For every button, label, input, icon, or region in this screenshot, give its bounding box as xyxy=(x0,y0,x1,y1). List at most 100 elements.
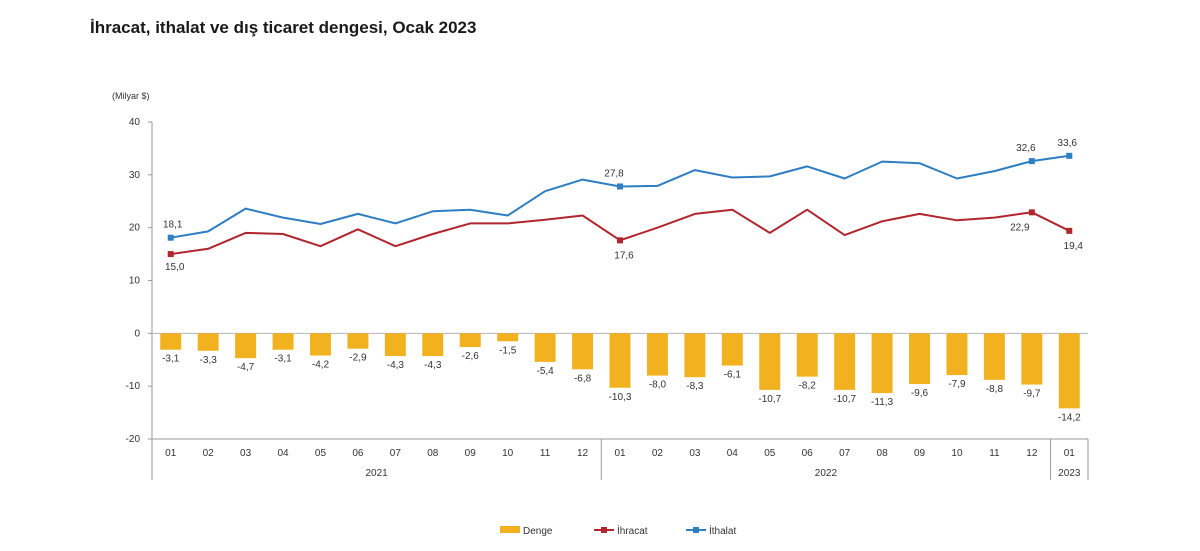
bar-denge xyxy=(646,333,668,376)
line-point-marker xyxy=(1028,209,1035,216)
x-tick-label-month: 03 xyxy=(240,448,252,459)
x-tick-label-month: 12 xyxy=(577,448,589,459)
line-point-marker xyxy=(167,234,174,241)
bar-data-label: -8,8 xyxy=(986,384,1004,395)
x-tick-label-month: 10 xyxy=(951,448,963,459)
line-data-label: 32,6 xyxy=(1016,143,1036,154)
bar-data-label: -10,3 xyxy=(609,392,632,403)
y-tick-label: 10 xyxy=(129,276,141,287)
bar-data-label: -1,5 xyxy=(499,345,517,356)
bar-data-label: -11,3 xyxy=(871,397,893,408)
x-tick-label-month: 11 xyxy=(989,448,1000,459)
bar-data-label: -4,7 xyxy=(237,362,255,373)
bar-data-label: -4,3 xyxy=(424,360,442,371)
y-tick-label: 20 xyxy=(129,223,141,234)
x-tick-label-month: 03 xyxy=(689,448,701,459)
x-tick-label-month: 12 xyxy=(1026,448,1038,459)
bar-data-label: -2,9 xyxy=(349,353,367,364)
x-tick-label-month: 04 xyxy=(727,448,739,459)
bar-data-label: -9,6 xyxy=(911,388,929,399)
x-tick-label-month: 08 xyxy=(877,448,889,459)
line-data-label: 19,4 xyxy=(1064,241,1084,252)
x-tick-label-month: 02 xyxy=(203,448,215,459)
x-tick-label-month: 10 xyxy=(502,448,514,459)
y-tick-label: -10 xyxy=(126,381,141,392)
x-tick-label-month: 01 xyxy=(614,448,626,459)
bar-denge xyxy=(197,333,219,351)
bar-data-label: -3,3 xyxy=(200,355,218,366)
x-tick-label-month: 06 xyxy=(352,448,364,459)
bar-data-label: -3,1 xyxy=(162,354,180,365)
line-data-label: 22,9 xyxy=(1010,222,1030,233)
bar-denge xyxy=(309,333,331,356)
bar-denge xyxy=(272,333,294,350)
bar-denge xyxy=(721,333,743,366)
y-tick-label: -20 xyxy=(126,434,141,445)
x-tick-label-month: 05 xyxy=(315,448,327,459)
line-ihracat xyxy=(170,208,1070,256)
bar-denge xyxy=(572,333,594,370)
legend-swatch-denge xyxy=(500,526,520,533)
bar-denge xyxy=(235,333,257,359)
x-tick-label-month: 01 xyxy=(165,448,177,459)
x-tick-label-month: 09 xyxy=(914,448,926,459)
bar-data-label: -3,1 xyxy=(274,354,292,365)
bar-denge xyxy=(1021,333,1043,385)
line-point-marker xyxy=(1066,227,1073,234)
bar-data-label: -4,3 xyxy=(387,360,405,371)
bar-denge xyxy=(796,333,818,377)
legend-swatch-marker xyxy=(601,527,607,533)
bar-data-label: -8,3 xyxy=(686,381,704,392)
legend-label: İhracat xyxy=(617,524,648,537)
line-point-marker xyxy=(1028,158,1035,165)
x-tick-label-month: 06 xyxy=(802,448,814,459)
x-tick-label-month: 11 xyxy=(540,448,551,459)
bar-denge xyxy=(459,333,481,348)
bar-data-label: -6,8 xyxy=(574,373,592,384)
bar-denge xyxy=(534,333,556,362)
x-tick-label-year: 2022 xyxy=(815,468,838,479)
bar-data-label: -6,1 xyxy=(724,370,742,381)
bar-data-label: -2,6 xyxy=(462,351,480,362)
line-data-label: 33,6 xyxy=(1058,138,1078,149)
bar-denge xyxy=(347,333,369,349)
x-tick-label-month: 01 xyxy=(1064,448,1076,459)
x-tick-label-month: 08 xyxy=(427,448,439,459)
bar-denge xyxy=(834,333,856,390)
y-tick-label: 30 xyxy=(129,170,141,181)
bar-denge xyxy=(871,333,893,394)
line-data-label: 15,0 xyxy=(165,262,185,273)
line-point-marker xyxy=(617,237,623,244)
x-tick-label-month: 04 xyxy=(277,448,289,459)
bar-denge xyxy=(422,333,444,357)
y-tick-label: 40 xyxy=(129,117,141,128)
bar-denge xyxy=(384,333,406,357)
bar-data-label: -14,2 xyxy=(1058,412,1081,423)
x-tick-label-year: 2023 xyxy=(1058,468,1081,479)
line-data-label: 27,8 xyxy=(604,168,624,179)
bar-denge xyxy=(983,333,1005,380)
legend-label: Denge xyxy=(523,526,553,537)
line-point-marker xyxy=(617,183,623,190)
y-axis-unit-label: (Milyar $) xyxy=(112,91,150,101)
bar-data-label: -4,2 xyxy=(312,360,330,371)
bar-data-label: -10,7 xyxy=(758,394,781,405)
bar-denge xyxy=(497,333,519,342)
line-data-label: 17,6 xyxy=(614,250,634,261)
bar-data-label: -8,0 xyxy=(649,380,667,391)
legend-label: İthalat xyxy=(709,524,736,537)
legend-swatch-marker xyxy=(693,527,699,533)
bar-denge xyxy=(160,333,182,350)
bar-denge xyxy=(1058,333,1080,409)
x-tick-label-month: 02 xyxy=(652,448,664,459)
bar-denge xyxy=(759,333,781,390)
line-point-marker xyxy=(167,251,174,258)
bar-denge xyxy=(909,333,931,385)
chart-title: İhracat, ithalat ve dış ticaret dengesi,… xyxy=(90,18,477,37)
y-tick-label: 0 xyxy=(134,328,140,339)
bar-data-label: -9,7 xyxy=(1023,389,1041,400)
x-tick-label-month: 05 xyxy=(764,448,776,459)
x-tick-label-year: 2021 xyxy=(366,468,389,479)
bar-denge xyxy=(946,333,968,376)
